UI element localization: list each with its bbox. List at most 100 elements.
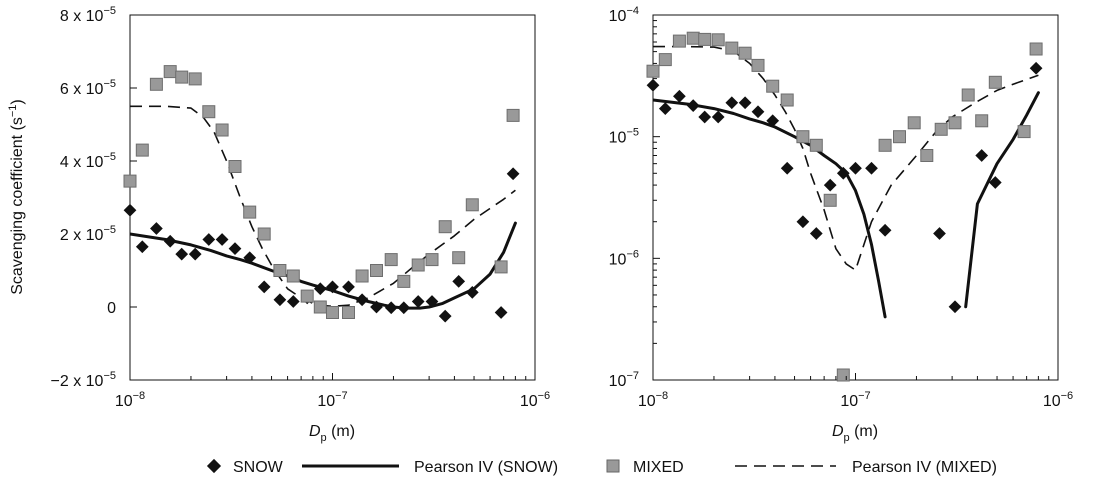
data-point-snow bbox=[411, 295, 425, 308]
data-point-mixed bbox=[355, 269, 369, 283]
data-point-mixed bbox=[725, 41, 739, 55]
data-point-mixed bbox=[836, 368, 850, 382]
data-point-snow bbox=[202, 233, 216, 246]
y-tick-label-exp: −7 bbox=[626, 370, 639, 382]
data-point-mixed bbox=[698, 32, 712, 46]
x-tick-label-base: 10 bbox=[1043, 393, 1061, 410]
x-tick-label-exp: −7 bbox=[858, 390, 871, 402]
left-y-axis-label-main: Scavenging coefficient (s bbox=[9, 117, 26, 295]
data-point-snow bbox=[163, 234, 177, 248]
left-x-axis-label-end: (m) bbox=[327, 423, 355, 440]
data-point-mixed bbox=[384, 253, 398, 267]
data-point-snow bbox=[397, 301, 411, 315]
data-point-snow bbox=[698, 110, 712, 124]
y-tick-label-base: 6 x 10 bbox=[60, 81, 104, 98]
y-tick-label-exp: −5 bbox=[103, 151, 116, 163]
left-y-ticks: 8 x 10−56 x 10−54 x 10−52 x 10−50−2 x 10… bbox=[51, 5, 137, 390]
data-point-snow bbox=[257, 280, 271, 294]
legend-square-marker bbox=[606, 459, 620, 473]
x-tick-label-exp: −7 bbox=[335, 390, 348, 402]
x-tick-label-exp: −8 bbox=[656, 390, 669, 402]
y-tick-label: 10−7 bbox=[609, 370, 639, 390]
data-point-snow bbox=[865, 161, 878, 175]
data-point-mixed bbox=[766, 79, 780, 93]
series-line-pearson-iv-snow bbox=[130, 221, 517, 310]
data-point-mixed bbox=[257, 227, 271, 241]
right-y-ticks: 10−410−510−610−7 bbox=[609, 5, 660, 390]
y-tick-label-base: −2 x 10 bbox=[51, 373, 104, 390]
data-point-mixed bbox=[494, 260, 508, 274]
data-point-mixed bbox=[893, 130, 906, 144]
data-point-snow bbox=[658, 102, 672, 115]
data-point-snow bbox=[465, 286, 479, 299]
data-point-snow bbox=[438, 309, 452, 323]
left-y-axis-label: Scavenging coefficient (s−1) bbox=[7, 99, 26, 294]
left-x-axis-label-sub: p bbox=[321, 432, 327, 444]
data-point-mixed bbox=[823, 193, 837, 207]
left-x-axis-label-main: D bbox=[309, 423, 321, 440]
data-point-mixed bbox=[878, 138, 892, 152]
data-point-snow bbox=[188, 247, 202, 261]
data-point-snow bbox=[175, 247, 189, 261]
left-x-ticks: 10−8 10−7 10−6 bbox=[115, 373, 550, 410]
data-point-mixed bbox=[342, 306, 355, 319]
data-point-snow bbox=[823, 178, 837, 192]
data-point-snow bbox=[370, 300, 383, 314]
data-point-mixed bbox=[751, 58, 765, 72]
data-point-mixed bbox=[438, 220, 452, 234]
data-point-mixed bbox=[188, 72, 202, 86]
data-point-snow bbox=[878, 223, 892, 237]
legend-label-pearson-mixed: Pearson IV (MIXED) bbox=[852, 459, 997, 476]
data-point-snow bbox=[273, 293, 287, 307]
legend-label-pearson-snow: Pearson IV (SNOW) bbox=[414, 459, 558, 476]
legend-item-pearson-mixed: Pearson IV (MIXED) bbox=[735, 459, 997, 476]
data-point-snow bbox=[849, 161, 862, 175]
data-point-snow bbox=[725, 96, 739, 110]
y-tick-label-exp: −5 bbox=[103, 224, 116, 236]
data-point-mixed bbox=[135, 143, 149, 157]
data-point-mixed bbox=[711, 33, 725, 47]
y-tick-label: 0 bbox=[107, 300, 116, 317]
data-point-snow bbox=[646, 78, 660, 92]
right-plot-data bbox=[646, 31, 1043, 382]
y-tick-label: 4 x 10−5 bbox=[60, 151, 116, 171]
data-point-mixed bbox=[228, 160, 242, 173]
y-tick-label-base: 0 bbox=[107, 300, 116, 317]
data-point-mixed bbox=[286, 269, 300, 283]
legend-item-pearson-snow: Pearson IV (SNOW) bbox=[302, 459, 558, 476]
y-tick-label-exp: −5 bbox=[626, 127, 639, 139]
data-point-mixed bbox=[123, 174, 137, 188]
right-plot-frame bbox=[652, 14, 1059, 381]
left-plot-data bbox=[123, 65, 520, 323]
y-tick-label-base: 10 bbox=[609, 8, 627, 25]
data-point-mixed bbox=[988, 75, 1002, 89]
x-tick-label-base: 10 bbox=[520, 393, 538, 410]
data-point-snow bbox=[135, 240, 149, 254]
data-point-snow bbox=[313, 282, 327, 296]
x-tick-label-base: 10 bbox=[317, 393, 335, 410]
x-tick-label-exp: −6 bbox=[1061, 390, 1074, 402]
data-point-mixed bbox=[961, 88, 975, 102]
data-point-mixed bbox=[780, 93, 794, 107]
legend-label-snow: SNOW bbox=[233, 459, 284, 476]
y-tick-label-base: 8 x 10 bbox=[60, 8, 104, 25]
data-point-snow bbox=[494, 306, 508, 319]
left-y-axis-label-end: ) bbox=[9, 99, 26, 104]
data-point-snow bbox=[780, 161, 794, 175]
data-point-mixed bbox=[506, 108, 520, 122]
x-tick-label-exp: −8 bbox=[133, 390, 146, 402]
y-tick-label: 10−5 bbox=[609, 127, 639, 147]
data-point-mixed bbox=[686, 31, 700, 45]
data-point-mixed bbox=[1029, 42, 1043, 56]
data-point-mixed bbox=[920, 149, 934, 162]
right-x-axis-label: Dp (m) bbox=[832, 423, 878, 444]
right-x-axis-label-end: (m) bbox=[850, 423, 878, 440]
data-point-mixed bbox=[273, 264, 287, 277]
data-point-snow bbox=[286, 295, 300, 308]
data-point-mixed bbox=[907, 116, 921, 130]
x-tick-label: 10−6 bbox=[520, 390, 550, 410]
data-point-mixed bbox=[934, 122, 948, 136]
data-point-snow bbox=[686, 99, 700, 112]
data-point-mixed bbox=[672, 34, 686, 48]
left-x-axis-label: Dp (m) bbox=[309, 423, 355, 444]
